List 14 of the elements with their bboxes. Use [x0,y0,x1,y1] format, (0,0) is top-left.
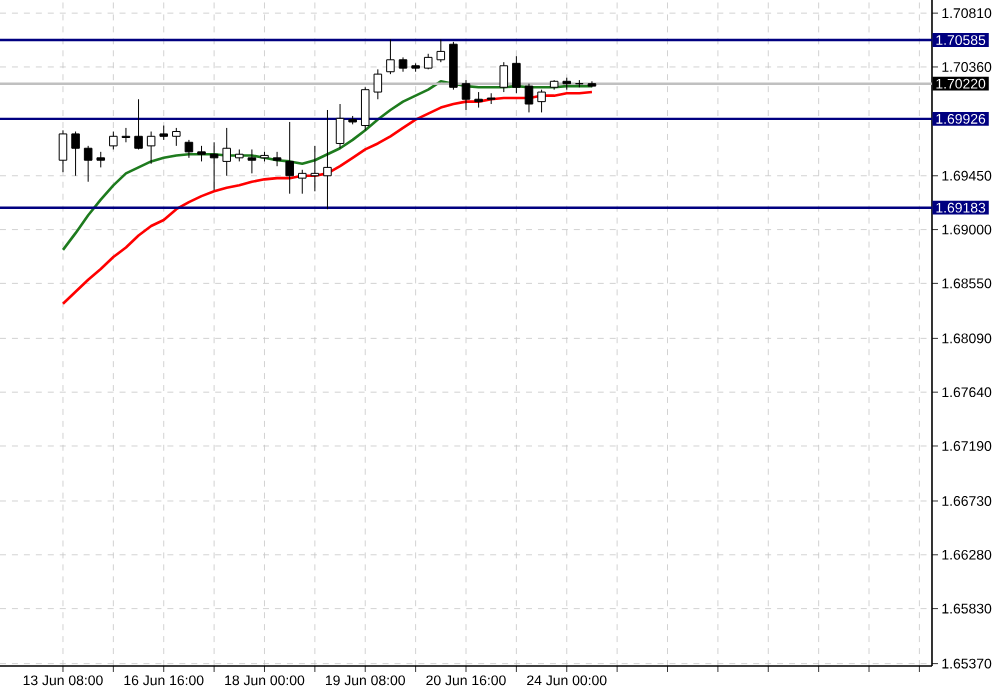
candlestick [499,61,509,93]
candlestick [285,121,294,195]
candlestick [323,109,332,210]
candlestick [134,98,143,150]
candlestick [58,129,68,173]
candlestick [386,38,395,75]
candlestick [537,89,546,113]
candlestick [512,55,521,94]
candlestick [71,131,80,177]
candlestick [461,79,471,111]
candlestick [449,41,458,91]
candlestick [335,103,345,149]
candlestick [524,83,534,113]
candlestick [272,151,282,167]
